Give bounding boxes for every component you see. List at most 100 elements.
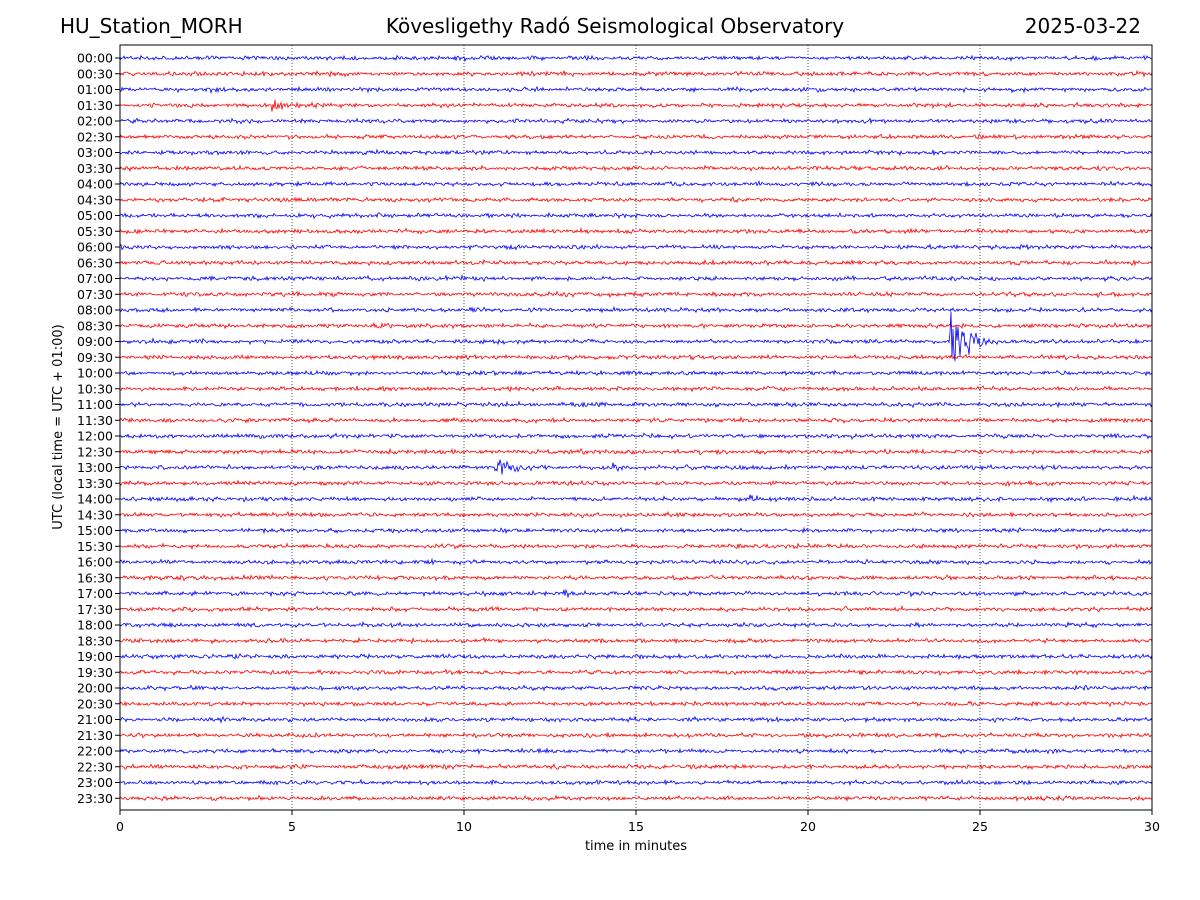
trace-1800: [119, 621, 1153, 629]
y-tick-label: 20:30: [77, 696, 113, 711]
chart-title: Kövesligethy Radó Seismological Observat…: [385, 14, 845, 38]
trace-1530: [119, 542, 1153, 551]
x-tick-label: 15: [628, 819, 644, 834]
y-tick-label: 14:00: [77, 492, 113, 507]
trace-0000: [119, 54, 1153, 63]
trace-0100: [119, 85, 1153, 95]
y-tick-label: 02:00: [77, 114, 113, 129]
trace-2230: [119, 762, 1153, 771]
y-axis: 00:0000:3001:0001:3002:0002:3003:0003:30…: [77, 51, 120, 806]
x-axis: 0 5 10 15 20 25 30: [116, 810, 1160, 834]
y-tick-label: 14:30: [77, 507, 113, 522]
y-tick-label: 06:30: [77, 255, 113, 270]
trace-1830: [119, 636, 1153, 645]
y-tick-label: 23:30: [77, 791, 113, 806]
y-tick-label: 21:00: [77, 712, 113, 727]
x-tick-label: 30: [1144, 819, 1160, 834]
y-tick-label: 08:00: [77, 303, 113, 318]
trace-0500: [119, 211, 1153, 220]
trace-0830: [119, 321, 1153, 330]
x-tick-label: 5: [288, 819, 296, 834]
trace-0030: [119, 69, 1153, 78]
trace-1030: [119, 385, 1153, 393]
y-tick-label: 17:00: [77, 586, 113, 601]
y-tick-label: 17:30: [77, 602, 113, 617]
trace-1000: [119, 369, 1153, 377]
y-tick-label: 04:00: [77, 177, 113, 192]
trace-1130: [119, 416, 1153, 424]
trace-0700: [119, 274, 1153, 283]
trace-2030: [119, 700, 1153, 708]
y-tick-label: 00:30: [77, 66, 113, 81]
y-tick-label: 11:00: [77, 397, 113, 412]
x-tick-label: 20: [800, 819, 816, 834]
trace-0530: [119, 226, 1153, 235]
y-tick-label: 02:30: [77, 129, 113, 144]
y-tick-label: 03:30: [77, 161, 113, 176]
y-tick-label: 06:00: [77, 240, 113, 255]
y-tick-label: 09:00: [77, 334, 113, 349]
y-tick-label: 22:30: [77, 759, 113, 774]
trace-0600: [119, 243, 1153, 251]
trace-0900: [119, 311, 1153, 362]
y-tick-label: 15:30: [77, 539, 113, 554]
trace-1100: [119, 400, 1153, 409]
y-tick-label: 07:00: [77, 271, 113, 286]
trace-2300: [119, 778, 1153, 787]
y-tick-label: 13:30: [77, 476, 113, 491]
y-tick-label: 10:00: [77, 366, 113, 381]
trace-2200: [119, 747, 1153, 755]
trace-1300: [119, 459, 1153, 475]
trace-2100: [119, 715, 1153, 724]
trace-1330: [119, 479, 1153, 488]
y-tick-label: 18:00: [77, 618, 113, 633]
y-tick-label: 22:00: [77, 744, 113, 759]
trace-0330: [119, 164, 1153, 173]
y-tick-label: 11:30: [77, 413, 113, 428]
trace-0630: [119, 258, 1153, 267]
trace-1700: [119, 588, 1153, 599]
y-tick-label: 08:30: [77, 318, 113, 333]
y-tick-label: 05:00: [77, 208, 113, 223]
grid-lines: [291, 45, 981, 810]
y-tick-label: 10:30: [77, 381, 113, 396]
y-tick-label: 16:00: [77, 555, 113, 570]
y-tick-label: 01:30: [77, 98, 113, 113]
y-tick-label: 04:30: [77, 192, 113, 207]
y-tick-label: 19:30: [77, 665, 113, 680]
y-tick-label: 13:00: [77, 460, 113, 475]
y-tick-label: 21:30: [77, 728, 113, 743]
x-axis-label: time in minutes: [585, 839, 687, 854]
y-tick-label: 19:00: [77, 649, 113, 664]
chart-date: 2025-03-22: [1024, 14, 1141, 38]
trace-1930: [119, 668, 1153, 677]
trace-0130: [119, 99, 1153, 112]
trace-2330: [119, 794, 1153, 803]
y-tick-label: 20:00: [77, 681, 113, 696]
y-tick-label: 12:30: [77, 444, 113, 459]
trace-2130: [119, 731, 1153, 739]
trace-1630: [119, 573, 1153, 582]
y-tick-label: 18:30: [77, 633, 113, 648]
y-tick-label: 05:30: [77, 224, 113, 239]
trace-0200: [119, 117, 1153, 125]
trace-0730: [119, 290, 1153, 299]
trace-1200: [119, 432, 1153, 440]
trace-1600: [119, 557, 1153, 566]
trace-1430: [119, 510, 1153, 519]
x-tick-label: 10: [456, 819, 472, 834]
y-tick-label: 12:00: [77, 429, 113, 444]
trace-0800: [119, 305, 1153, 314]
trace-0300: [119, 148, 1153, 157]
y-tick-label: 23:00: [77, 775, 113, 790]
y-tick-label: 01:00: [77, 82, 113, 97]
y-tick-label: 09:30: [77, 350, 113, 365]
seismic-traces: [119, 54, 1153, 803]
y-tick-label: 00:00: [77, 51, 113, 66]
trace-1400: [119, 494, 1153, 504]
trace-0430: [119, 196, 1153, 204]
y-tick-label: 15:00: [77, 523, 113, 538]
station-name: HU_Station_MORH: [60, 14, 243, 38]
trace-0230: [119, 133, 1153, 141]
